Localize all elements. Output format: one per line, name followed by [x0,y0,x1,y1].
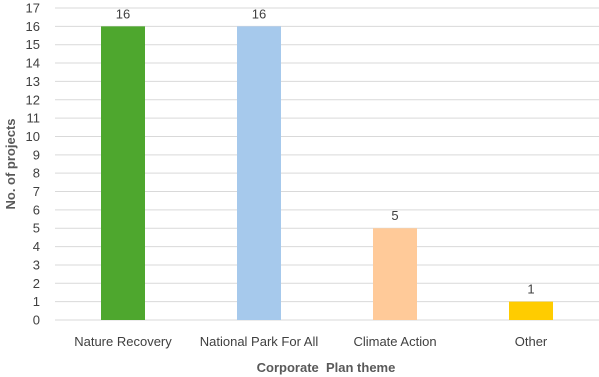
y-tick-label: 7 [33,184,40,199]
x-category-label: Nature Recovery [74,334,172,349]
y-tick-label: 8 [33,166,40,181]
data-label: 16 [252,6,266,21]
y-tick-label: 13 [26,74,40,89]
data-label: 16 [116,6,130,21]
data-label: 5 [391,208,398,223]
bars [101,26,553,321]
y-tick-label: 0 [33,313,40,328]
y-tick-label: 16 [26,19,40,34]
y-tick-label: 14 [26,56,40,71]
x-axis-title: Corporate Plan theme [257,360,396,375]
y-axis-title: No. of projects [3,118,18,209]
y-tick-label: 10 [26,129,40,144]
gridlines [55,7,599,321]
x-category-label: Other [515,334,548,349]
x-axis-categories: Nature Recovery National Park For All Clim… [74,334,548,349]
y-tick-label: 17 [26,1,40,16]
data-labels: 16 16 5 1 [116,6,535,296]
bar [237,26,281,321]
y-tick-label: 5 [33,221,40,236]
y-tick-label: 1 [33,294,40,309]
bar [509,301,553,320]
bar [101,26,145,321]
y-tick-label: 11 [27,111,41,126]
y-tick-label: 6 [33,202,40,217]
x-category-label: National Park For All [200,334,319,349]
x-category-label: Climate Action [353,334,436,349]
y-tick-label: 3 [33,257,40,272]
y-tick-label: 4 [33,239,40,254]
data-label: 1 [527,282,534,297]
bar [373,228,417,320]
y-tick-label: 15 [26,37,40,52]
y-tick-label: 2 [33,276,40,291]
y-tick-label: 12 [26,92,40,107]
y-tick-label: 9 [33,147,40,162]
